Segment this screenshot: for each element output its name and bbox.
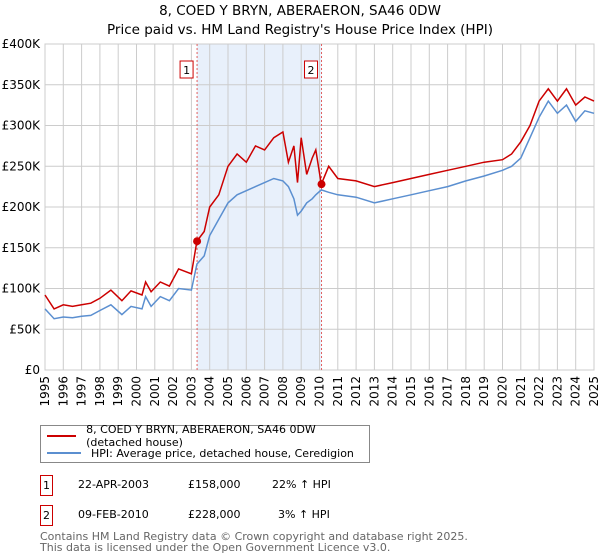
sale-marker-box: 2 xyxy=(40,505,53,526)
sale-price: £228,000 xyxy=(188,508,241,521)
x-tick-label: 2009 xyxy=(294,376,308,407)
sale-label-box xyxy=(304,60,319,79)
sale-marker-box: 1 xyxy=(40,475,53,496)
x-tick-label: 2016 xyxy=(422,376,436,407)
x-tick-label: 2004 xyxy=(203,376,217,407)
sale-label: 2 xyxy=(308,64,315,77)
x-tick-label: 2006 xyxy=(239,376,253,407)
x-tick-label: 2008 xyxy=(276,376,290,407)
x-tick-label: 2017 xyxy=(441,376,455,407)
legend-item-hpi: HPI: Average price, detached house, Cere… xyxy=(47,445,354,461)
y-tick-label: £100K xyxy=(2,282,42,296)
chart-title: 8, COED Y BRYN, ABERAERON, SA46 0DW Pric… xyxy=(0,2,600,40)
x-tick-label: 1997 xyxy=(75,376,89,407)
legend-label: 8, COED Y BRYN, ABERAERON, SA46 0DW (det… xyxy=(86,423,316,449)
x-tick-label: 2007 xyxy=(258,376,272,407)
x-tick-label: 1999 xyxy=(111,376,125,407)
x-tick-label: 2025 xyxy=(587,376,600,407)
x-tick-label: 2001 xyxy=(148,376,162,407)
x-tick-label: 2015 xyxy=(404,376,418,407)
sale-hpi: 22% ↑ HPI xyxy=(272,478,331,491)
sale-label: 1 xyxy=(183,64,190,77)
y-tick-label: £350K xyxy=(2,78,42,92)
x-tick-label: 2011 xyxy=(331,376,345,407)
legend-item-property: 8, COED Y BRYN, ABERAERON, SA46 0DW (det… xyxy=(47,423,369,449)
x-tick-label: 2010 xyxy=(313,376,327,407)
x-tick-label: 2022 xyxy=(532,376,546,407)
x-tick-label: 2012 xyxy=(349,376,363,407)
footer: Contains HM Land Registry data © Crown c… xyxy=(40,531,468,553)
plot-border xyxy=(44,43,595,371)
y-tick-label: £300K xyxy=(2,119,42,133)
sale-hpi: 3% ↑ HPI xyxy=(278,508,330,521)
x-tick-label: 1996 xyxy=(56,376,70,407)
x-tick-label: 1998 xyxy=(93,376,107,407)
sale-point xyxy=(193,237,202,246)
x-tick-label: 2020 xyxy=(496,376,510,407)
legend: 8, COED Y BRYN, ABERAERON, SA46 0DW (det… xyxy=(40,423,370,463)
subtitle-text: Price paid vs. HM Land Registry's House … xyxy=(107,22,493,38)
x-tick-label: 2014 xyxy=(386,376,400,407)
sale-date: 09-FEB-2010 xyxy=(78,508,149,521)
x-tick-label: 2000 xyxy=(130,376,144,407)
plot-area: £0 £50K £100K £150K £200K £250K £300K £350K £400… xyxy=(2,37,600,407)
y-tick-label: £200K xyxy=(2,200,42,214)
x-tick-label: 2021 xyxy=(514,376,528,407)
y-tick-label: £50K xyxy=(9,322,41,336)
sale-point xyxy=(317,180,326,189)
x-tick-label: 2018 xyxy=(459,376,473,407)
x-tick-label: 2019 xyxy=(477,376,491,407)
y-tick-label: £150K xyxy=(2,241,42,255)
x-tick-label: 2002 xyxy=(166,376,180,407)
legend-swatch-blue xyxy=(47,452,81,454)
property-price-line xyxy=(44,87,595,310)
y-tick-label: £400K xyxy=(2,37,42,51)
x-tick-label: 2005 xyxy=(221,376,235,407)
sale-price: £158,000 xyxy=(188,478,241,491)
legend-label: HPI: Average price, detached house, Cere… xyxy=(91,446,354,460)
footer-line: Contains HM Land Registry data © Crown c… xyxy=(40,530,468,543)
footer-line: This data is licensed under the Open Gov… xyxy=(40,541,391,554)
legend-swatch-red xyxy=(47,435,77,437)
x-tick-label: 2013 xyxy=(367,376,381,407)
sale-date: 22-APR-2003 xyxy=(78,478,150,491)
title-text: 8, COED Y BRYN, ABERAERON, SA46 0DW xyxy=(159,3,441,19)
x-tick-label: 2003 xyxy=(184,376,198,407)
x-tick-label: 2024 xyxy=(569,376,583,407)
y-tick-label: £250K xyxy=(2,159,42,173)
y-tick-label: £0 xyxy=(25,363,40,377)
hpi-line xyxy=(44,99,595,320)
x-tick-label: 1995 xyxy=(38,376,52,407)
sale-label-box xyxy=(179,60,194,79)
x-tick-label: 2023 xyxy=(550,376,564,407)
